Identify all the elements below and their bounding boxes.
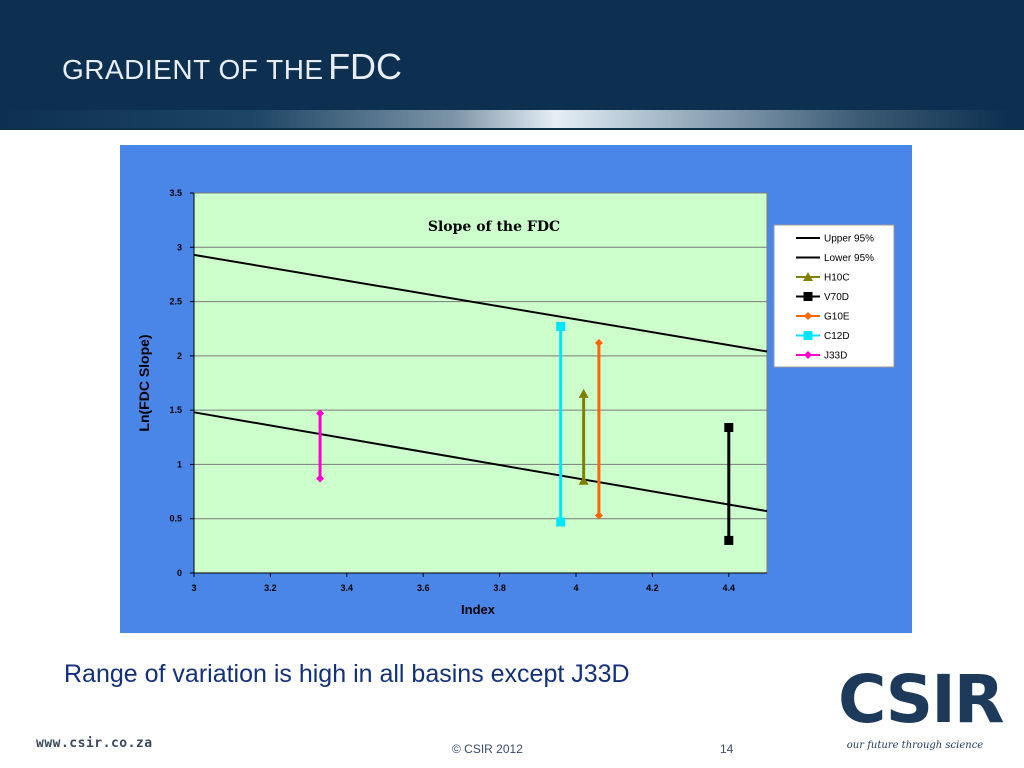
chart-panel: 0 0.5 1 1.5 2 2.5 3 3.5 3 3.2 3.4 3.6 3.8 4 4.2 4.4 Slo…: [120, 145, 912, 633]
logo-wordmark: CSIR: [838, 661, 1005, 738]
y-tick-label: 2.5: [169, 297, 182, 307]
series-lower-95-: [193, 411, 768, 513]
data-point-j33d: [316, 409, 325, 418]
y-tick-label: 0.5: [169, 514, 182, 524]
chart-title: Slope of the FDC: [428, 219, 560, 235]
grid-lines: [194, 192, 767, 520]
series-line-upper-95-: [193, 253, 768, 353]
fdc-slope-chart: 0 0.5 1 1.5 2 2.5 3 3.5 3 3.2 3.4 3.6 3.8 4 4.2 4.4 Slo…: [136, 188, 895, 617]
footer-url: www.csir.co.za: [36, 736, 153, 751]
data-point-g10e: [594, 511, 603, 520]
series-h10c: [578, 388, 589, 485]
y-tick-label: 3: [177, 242, 182, 252]
legend-label-upper-95-: Upper 95%: [824, 234, 874, 245]
data-point-v70d: [724, 423, 734, 433]
x-tick-label: 3.6: [417, 583, 430, 593]
slide-title-main: FDC: [328, 46, 403, 87]
slide-title: GRADIENT OF THE FDC: [62, 46, 402, 88]
legend-label-g10e: G10E: [824, 312, 850, 323]
plot-area: [193, 192, 768, 574]
x-tick-label: 3.8: [493, 583, 506, 593]
data-point-h10c: [578, 475, 589, 485]
legend-label-v70d: V70D: [824, 292, 849, 303]
legend-marker-h10c: [803, 272, 813, 281]
x-tick-label: 4.4: [723, 583, 736, 593]
y-tick-label: 3.5: [169, 188, 182, 198]
x-tick-label: 3.4: [341, 583, 354, 593]
data-point-c12d: [556, 517, 566, 527]
data-point-c12d: [556, 322, 566, 332]
series-line-lower-95-: [193, 411, 768, 513]
legend-label-j33d: J33D: [824, 351, 847, 362]
legend-marker-j33d: [804, 351, 812, 359]
y-axis-label: Ln(FDC Slope): [136, 334, 152, 431]
legend-label-lower-95-: Lower 95%: [824, 253, 874, 264]
y-tick-label: 1.5: [169, 405, 182, 415]
y-tick-label: 2: [177, 351, 182, 361]
legend-marker-c12d: [803, 331, 813, 340]
slide-header: GRADIENT OF THE FDC: [0, 0, 1024, 130]
x-tick-label: 3.2: [264, 583, 277, 593]
x-tick-label: 4.2: [646, 583, 659, 593]
y-tick-label: 0: [177, 568, 182, 578]
legend-marker-g10e: [804, 312, 812, 320]
legend-label-h10c: H10C: [824, 273, 850, 284]
x-tick-label: 4: [573, 583, 578, 593]
x-axis-label: Index: [461, 602, 496, 617]
slide-caption: Range of variation is high in all basins…: [64, 660, 630, 688]
data-point-j33d: [316, 474, 325, 483]
series-group: [193, 253, 768, 545]
data-point-v70d: [724, 535, 734, 545]
series-j33d: [316, 409, 325, 483]
series-upper-95-: [193, 253, 768, 353]
legend-label-c12d: C12D: [824, 331, 850, 342]
series-v70d: [724, 423, 734, 545]
logo-tagline: our future through science: [846, 740, 984, 751]
data-point-h10c: [578, 388, 589, 398]
page-number: 14: [720, 742, 734, 756]
footer-copyright: © CSIR 2012: [452, 742, 523, 756]
axes: 0 0.5 1 1.5 2 2.5 3 3.5 3 3.2 3.4 3.6 3.8 4 4.2 4.4: [169, 188, 767, 593]
legend-marker-v70d: [803, 292, 813, 301]
legend: Upper 95% Lower 95% H10C V70D G10E C12D J33D: [796, 234, 874, 362]
csir-logo: CSIR our future through science: [838, 660, 1005, 755]
x-tick-label: 3: [191, 583, 196, 593]
header-gradient-band: [0, 110, 1010, 128]
y-tick-label: 1: [177, 459, 182, 469]
slide-title-prefix: GRADIENT OF THE: [62, 54, 324, 85]
data-point-g10e: [594, 338, 603, 347]
legend-box: [773, 224, 895, 368]
series-g10e: [594, 338, 603, 520]
series-c12d: [556, 322, 566, 527]
